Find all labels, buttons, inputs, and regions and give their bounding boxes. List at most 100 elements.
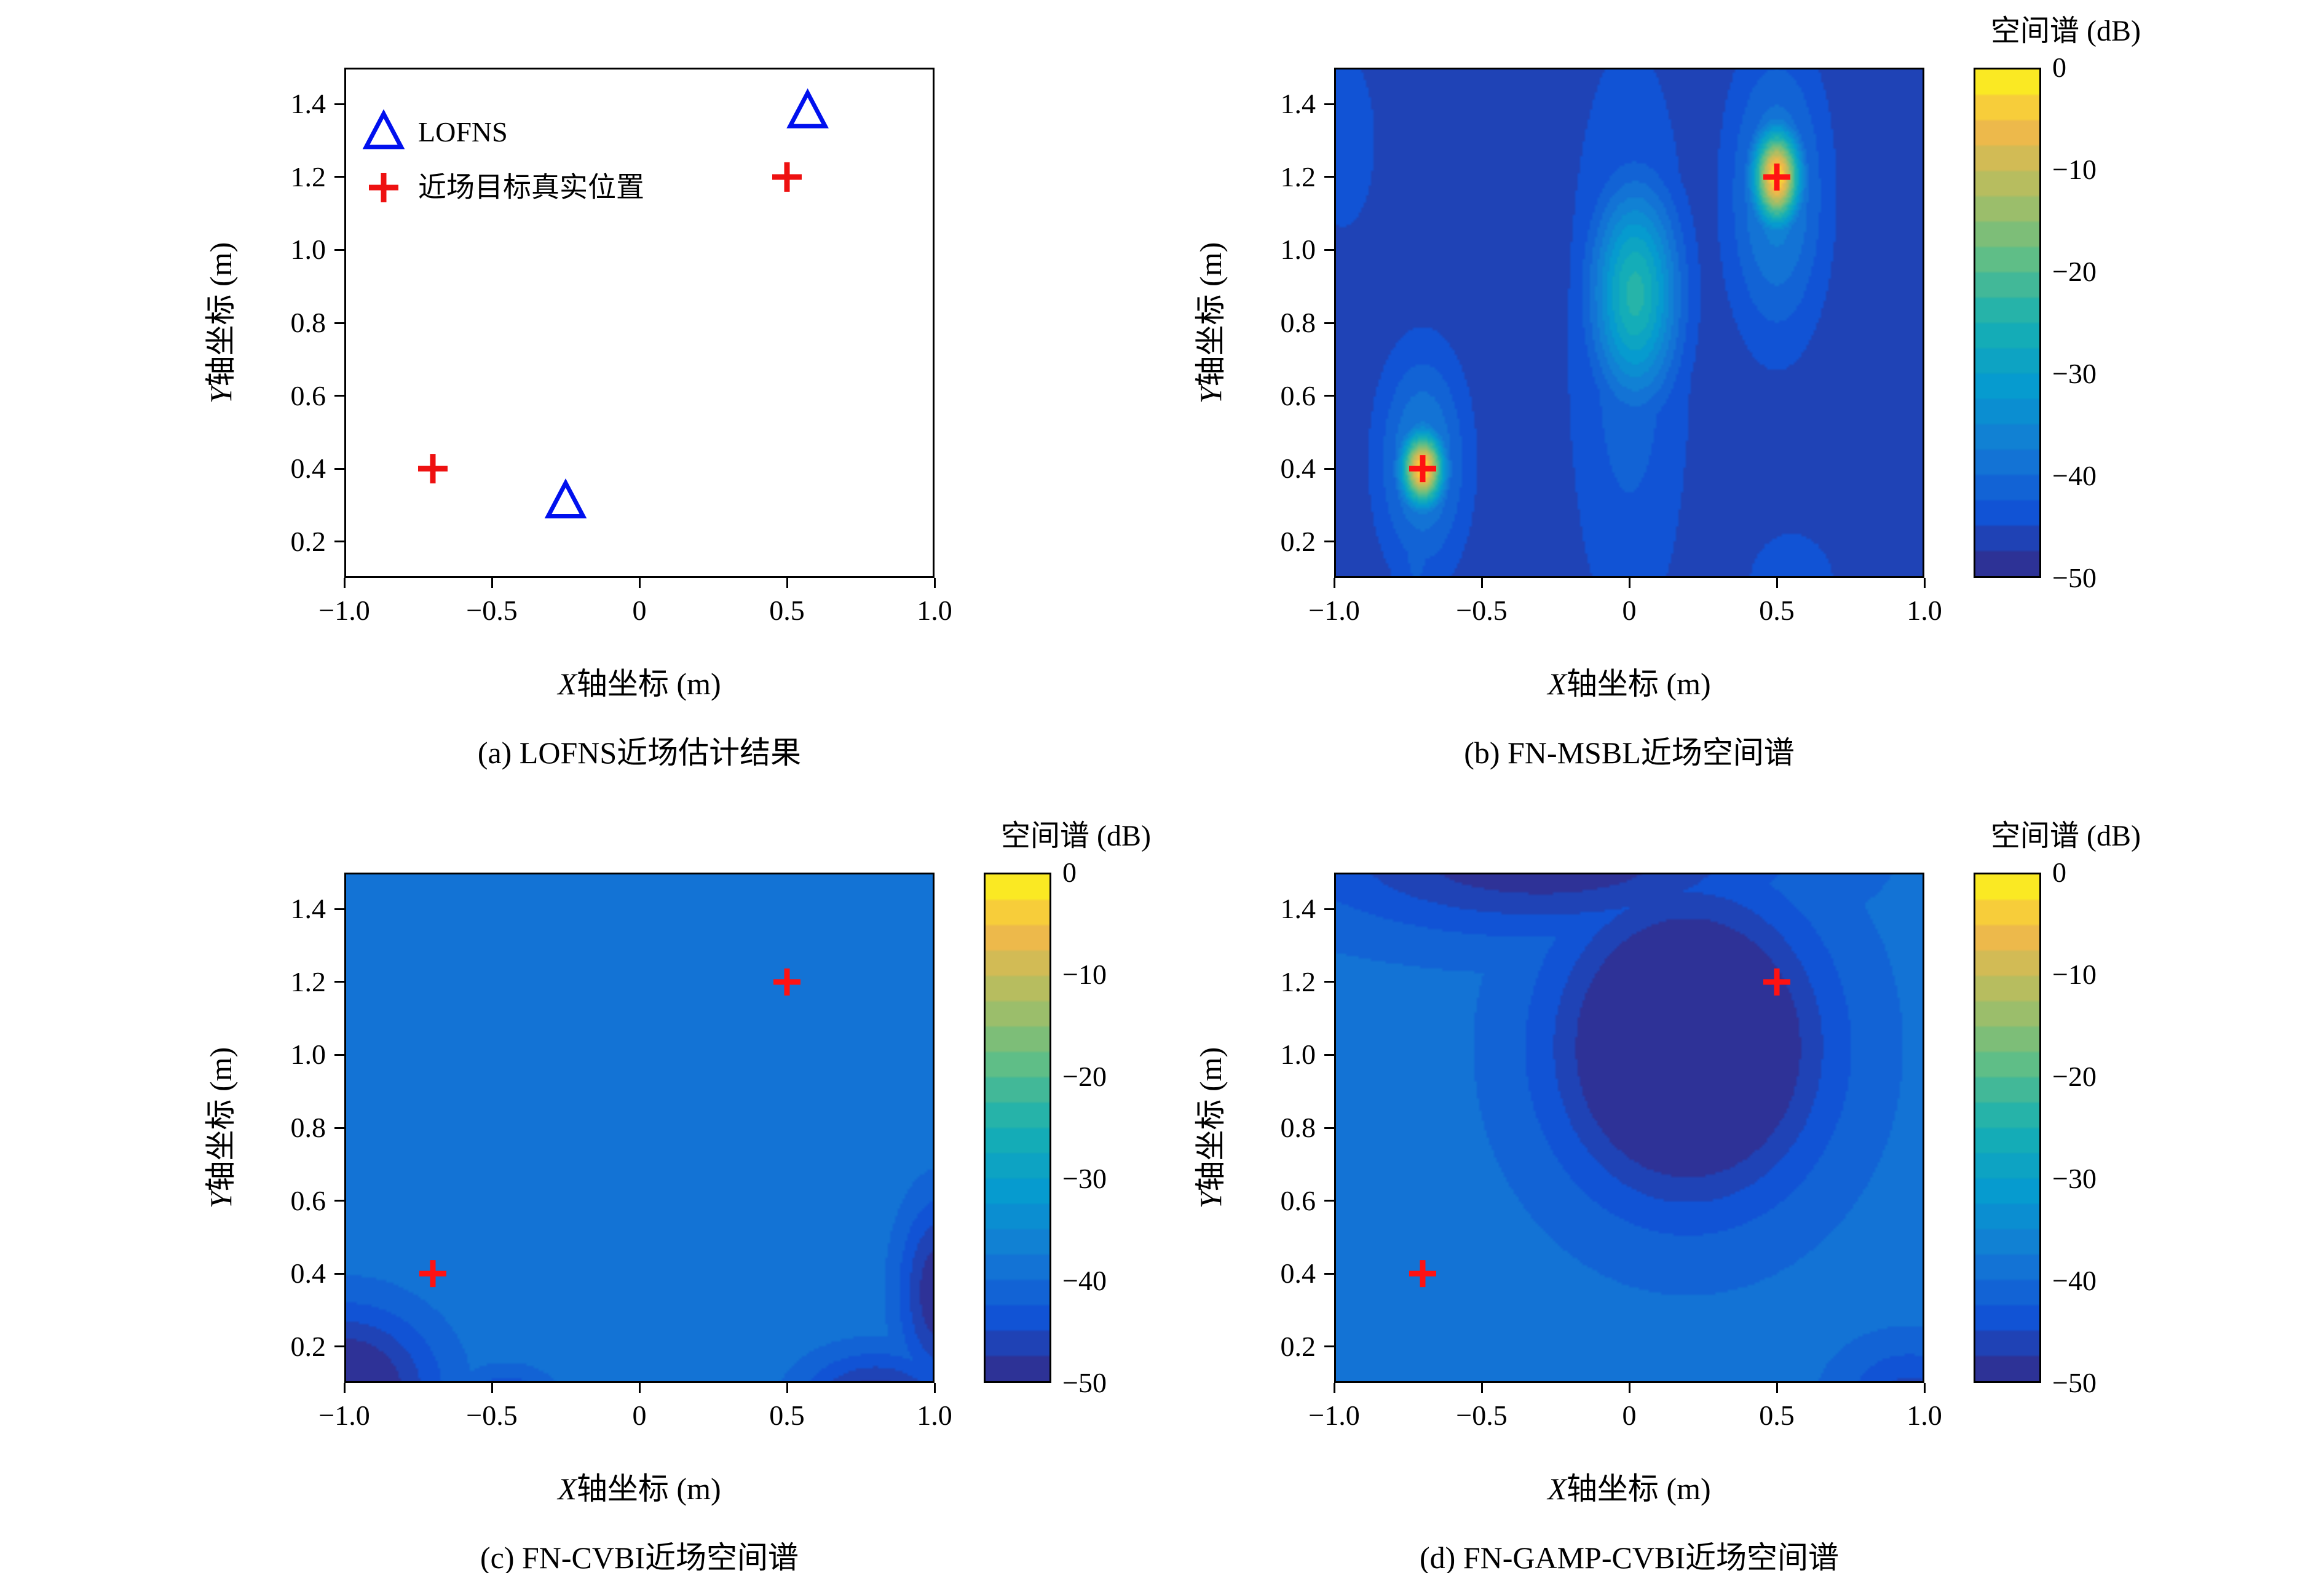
plot-area: LOFNS 近场目标真实位置 <box>344 68 935 578</box>
colorbar-canvas <box>1975 69 2039 576</box>
panel-c: 空间谱 (dB) Y轴坐标 (m) X轴坐标 (m) (c) FN-CVBI近场… <box>0 786 1162 1573</box>
x-axis-label: X轴坐标 (m) <box>1547 1472 1711 1506</box>
y-tick-label: 0.6 <box>1280 1184 1316 1216</box>
x-tick-label: −1.0 <box>1308 595 1360 626</box>
x-tick-label: 0.5 <box>769 1400 805 1431</box>
heatmap-canvas <box>1334 68 1924 578</box>
colorbar <box>1974 873 2041 1383</box>
x-tick-mark <box>1480 1383 1483 1393</box>
y-tick-mark <box>1324 1272 1334 1275</box>
y-tick-mark <box>1324 395 1334 397</box>
y-axis-label: Y轴坐标 (m) <box>1193 1047 1228 1209</box>
x-tick-label: 0.5 <box>1759 1400 1795 1431</box>
legend-label: 近场目标真实位置 <box>418 172 644 203</box>
y-tick-mark <box>334 1053 344 1056</box>
x-tick-mark <box>638 578 641 588</box>
colorbar-tick-label: −50 <box>1062 1367 1107 1398</box>
x-tick-label: 1.0 <box>917 595 952 626</box>
colorbar-tick-label: −30 <box>1062 1163 1107 1194</box>
y-tick-label: 0.8 <box>1280 307 1316 338</box>
y-tick-mark <box>334 248 344 251</box>
x-tick-label: −0.5 <box>1456 595 1508 626</box>
colorbar-tick-label: −10 <box>1062 959 1107 990</box>
y-tick-mark <box>334 176 344 178</box>
true-position-plus-marker <box>772 162 802 192</box>
y-tick-mark <box>1324 1200 1334 1202</box>
colorbar-tick-label: −10 <box>2052 959 2097 990</box>
y-tick-mark <box>1324 981 1334 983</box>
x-tick-label: −1.0 <box>1308 1400 1360 1431</box>
y-tick-mark <box>334 103 344 105</box>
colorbar-tick-label: −40 <box>2052 1265 2097 1296</box>
colorbar-tick-label: 0 <box>2052 52 2066 83</box>
colorbar-title: 空间谱 (dB) <box>1991 15 2141 47</box>
y-tick-label: 0.2 <box>290 525 326 557</box>
y-tick-mark <box>1324 467 1334 470</box>
colorbar-tick-label: −10 <box>2052 154 2097 185</box>
y-tick-mark <box>1324 908 1334 910</box>
y-tick-label: 1.2 <box>290 160 326 192</box>
x-tick-mark <box>1923 1383 1926 1393</box>
x-axis-label: X轴坐标 (m) <box>558 1472 721 1506</box>
plot-area <box>1334 873 1924 1383</box>
heatmap-canvas <box>1334 873 1924 1383</box>
panel-caption: (c) FN-CVBI近场空间谱 <box>480 1540 799 1573</box>
x-tick-label: 0.5 <box>769 595 805 626</box>
colorbar-canvas <box>1975 874 2039 1381</box>
panel-b: 空间谱 (dB) Y轴坐标 (m) X轴坐标 (m) (b) FN-MSBL近场… <box>1162 0 2324 786</box>
y-tick-mark <box>334 1200 344 1202</box>
plot-area <box>1334 68 1924 578</box>
x-axis-label: X轴坐标 (m) <box>558 667 721 701</box>
y-tick-label: 0.8 <box>290 307 326 338</box>
x-tick-mark <box>491 578 493 588</box>
x-tick-label: −0.5 <box>1456 1400 1508 1431</box>
y-tick-label: 1.2 <box>1280 160 1316 192</box>
x-tick-mark <box>638 1383 641 1393</box>
x-tick-label: 0 <box>632 1400 647 1431</box>
y-tick-label: 0.4 <box>290 1258 326 1290</box>
y-tick-mark <box>334 1345 344 1348</box>
x-tick-mark <box>1628 578 1630 588</box>
x-tick-mark <box>1776 578 1778 588</box>
legend-triangle-icon <box>362 109 405 149</box>
x-tick-label: 1.0 <box>917 1400 952 1431</box>
colorbar-tick-label: −50 <box>2052 1367 2097 1398</box>
x-tick-mark <box>1776 1383 1778 1393</box>
y-tick-label: 0.2 <box>1280 525 1316 557</box>
colorbar-tick-label: −20 <box>1062 1061 1107 1092</box>
y-axis-label: Y轴坐标 (m) <box>204 242 238 404</box>
lofns-triangle-marker <box>786 88 829 129</box>
y-tick-mark <box>1324 176 1334 178</box>
x-tick-mark <box>343 578 346 588</box>
x-tick-label: 0 <box>1622 595 1637 626</box>
x-tick-mark <box>786 1383 788 1393</box>
y-tick-mark <box>1324 541 1334 543</box>
y-tick-label: 0.4 <box>1280 453 1316 485</box>
colorbar-tick-label: −40 <box>1062 1265 1107 1296</box>
colorbar-tick-label: −40 <box>2052 460 2097 491</box>
y-tick-label: 1.4 <box>290 88 326 120</box>
y-tick-mark <box>1324 1127 1334 1129</box>
x-tick-mark <box>933 578 936 588</box>
y-tick-label: 0.6 <box>290 1184 326 1216</box>
colorbar-tick-label: −50 <box>2052 562 2097 593</box>
panel-caption: (d) FN-GAMP-CVBI近场空间谱 <box>1420 1540 1839 1573</box>
x-axis-label: X轴坐标 (m) <box>1547 667 1711 701</box>
y-tick-label: 1.0 <box>290 1039 326 1071</box>
x-tick-mark <box>1628 1383 1630 1393</box>
plot-area <box>344 873 935 1383</box>
y-tick-mark <box>334 395 344 397</box>
panel-caption: (a) LOFNS近场估计结果 <box>477 735 802 770</box>
legend-plus-icon <box>369 173 398 202</box>
x-tick-label: −1.0 <box>318 1400 370 1431</box>
x-tick-label: −1.0 <box>318 595 370 626</box>
x-tick-label: −0.5 <box>466 1400 518 1431</box>
y-tick-label: 0.4 <box>290 453 326 485</box>
lofns-triangle-marker <box>544 478 587 518</box>
x-tick-mark <box>343 1383 346 1393</box>
y-tick-label: 0.8 <box>1280 1112 1316 1143</box>
x-tick-mark <box>1333 578 1335 588</box>
colorbar <box>1974 68 2041 578</box>
y-axis-label: Y轴坐标 (m) <box>204 1047 238 1209</box>
